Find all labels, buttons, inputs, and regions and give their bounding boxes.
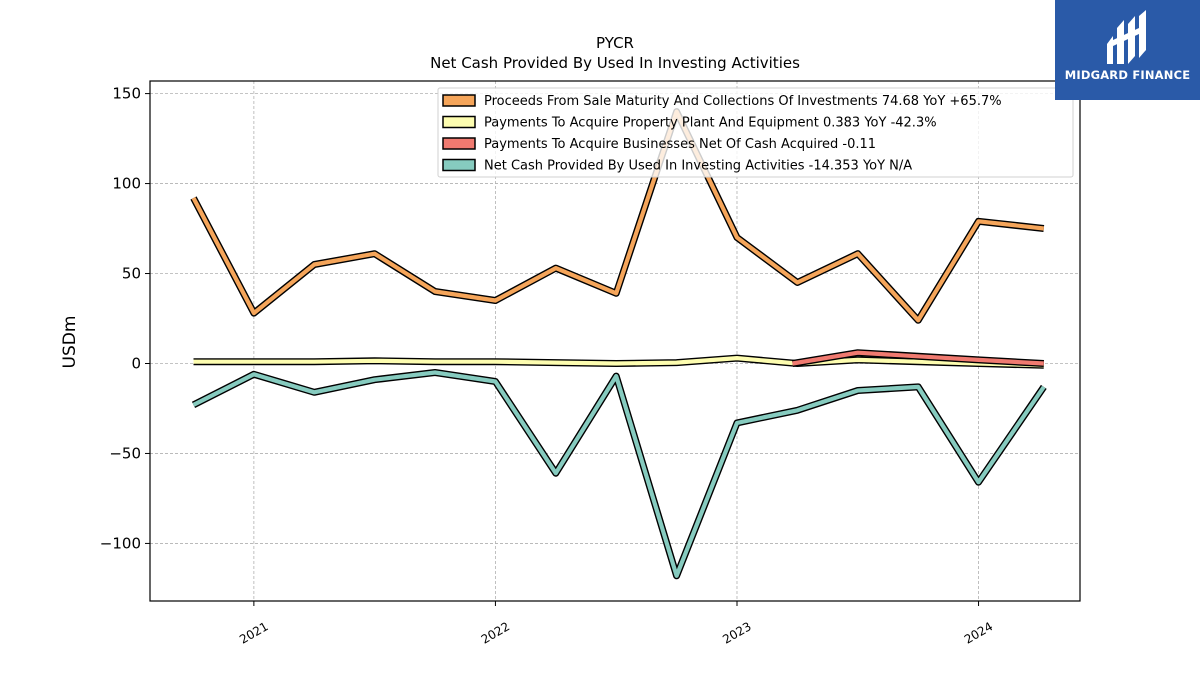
series-line bbox=[791, 349, 1044, 367]
series-line bbox=[190, 108, 1045, 324]
legend-swatch bbox=[442, 115, 476, 129]
y-tick-label: 100 bbox=[112, 175, 141, 193]
series-line-stroke bbox=[191, 109, 1045, 323]
y-tick-label: −50 bbox=[109, 444, 141, 462]
chart-title: PYCR bbox=[596, 34, 634, 52]
series-line-stroke bbox=[193, 356, 1044, 368]
series-line bbox=[191, 369, 1047, 580]
legend-swatch bbox=[442, 94, 476, 107]
y-axis-label: USDm bbox=[60, 316, 80, 369]
legend-label: Payments To Acquire Property Plant And E… bbox=[484, 116, 937, 131]
x-tick-label: 2024 bbox=[962, 619, 995, 646]
legend-swatch bbox=[442, 158, 476, 172]
y-tick-label: 150 bbox=[112, 85, 141, 103]
legend-label: Proceeds From Sale Maturity And Collecti… bbox=[484, 94, 1002, 109]
plot-frame bbox=[149, 80, 1081, 602]
legend-label: Net Cash Provided By Used In Investing A… bbox=[484, 159, 912, 174]
series-layer bbox=[190, 108, 1047, 580]
series-line-stroke bbox=[792, 350, 1044, 366]
y-tick-label: −100 bbox=[100, 534, 141, 552]
series-line-stroke bbox=[192, 370, 1046, 578]
midgard-finance-logo: MIDGARD FINANCE bbox=[1055, 0, 1200, 100]
legend: Proceeds From Sale Maturity And Collecti… bbox=[437, 87, 1074, 178]
logo-text: MIDGARD FINANCE bbox=[1064, 68, 1191, 82]
y-tick-label: 0 bbox=[131, 354, 141, 372]
legend-swatch bbox=[442, 137, 476, 150]
series-line bbox=[193, 354, 1044, 369]
midgard-monogram-icon bbox=[1107, 10, 1146, 64]
x-tick-label: 2023 bbox=[720, 619, 753, 646]
chart-subtitle: Net Cash Provided By Used In Investing A… bbox=[430, 54, 800, 72]
legend-label: Payments To Acquire Businesses Net Of Ca… bbox=[484, 137, 876, 152]
y-tick-label: 50 bbox=[122, 265, 141, 283]
x-tick-label: 2022 bbox=[479, 619, 512, 646]
x-tick-label: 2021 bbox=[237, 619, 270, 646]
legend-box bbox=[437, 87, 1074, 178]
series-line-outline bbox=[191, 369, 1047, 580]
